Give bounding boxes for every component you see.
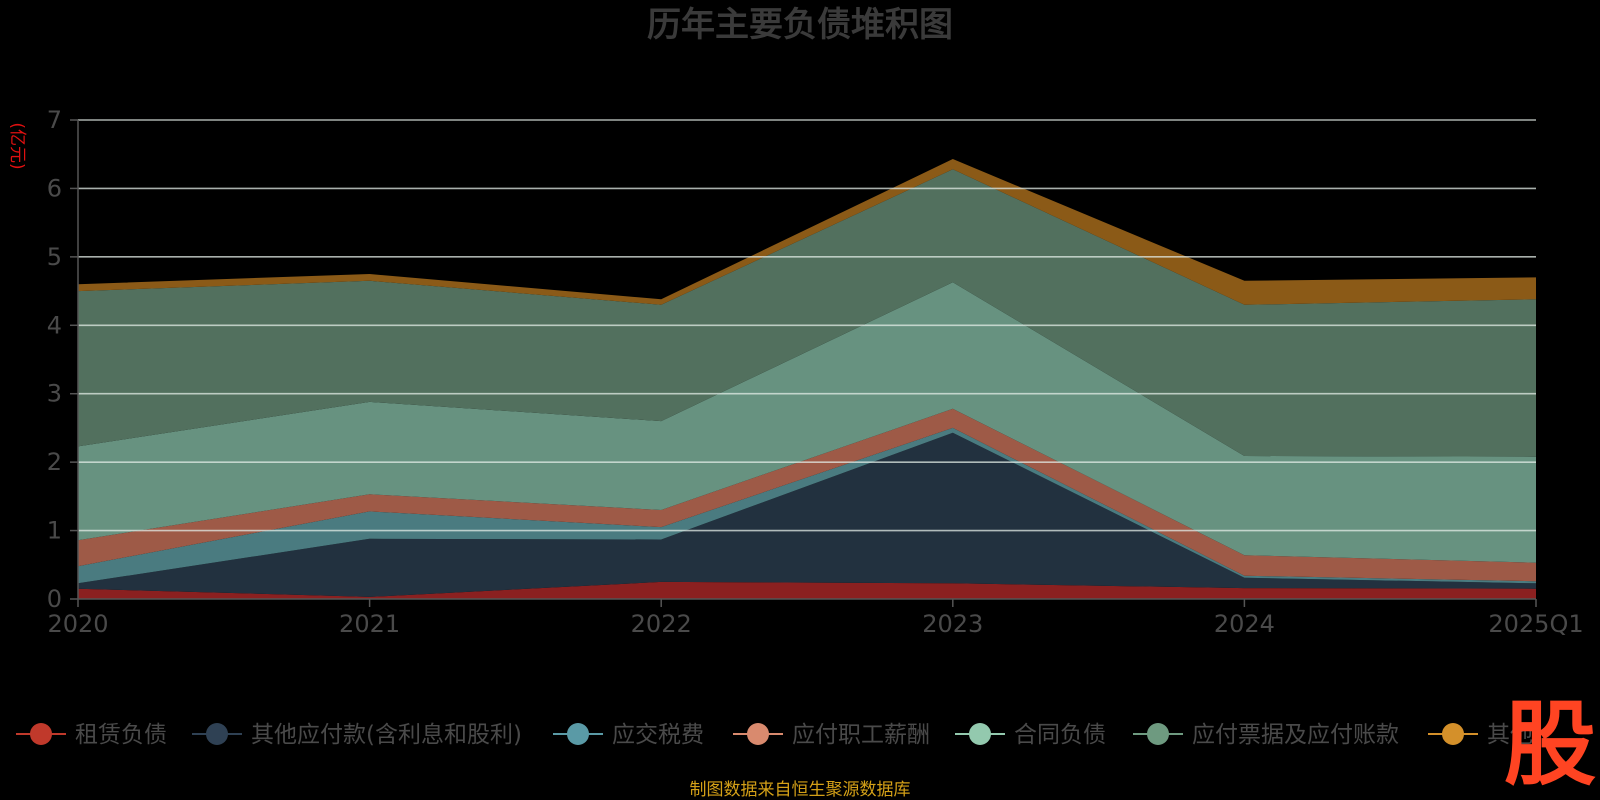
y-axis-unit: (亿元): [7, 122, 27, 169]
area-series-4: [78, 282, 1536, 563]
x-tick-label-5: 2025Q1: [1488, 610, 1583, 638]
y-tick-label-0: 0: [47, 585, 62, 613]
legend-item-6[interactable]: 其他: [1428, 722, 1533, 748]
x-tick-label-4: 2024: [1214, 610, 1275, 638]
legend-label-5: 应付票据及应付账款: [1192, 722, 1399, 748]
legend-marker-5: [1147, 723, 1169, 745]
area-layers: [78, 159, 1536, 599]
legend-label-4: 合同负债: [1014, 722, 1106, 748]
x-tick-label-2: 2022: [631, 610, 692, 638]
y-tick-label-5: 5: [47, 243, 62, 271]
area-series-0: [78, 581, 1536, 599]
legend-label-2: 应交税费: [612, 722, 704, 748]
legend-label-3: 应付职工薪酬: [792, 722, 930, 748]
legend: 租赁负债 其他应付款(含利息和股利) 应交税费 应付职工薪酬 合同负债 应付票据及应付账款…: [16, 722, 1533, 748]
legend-label-0: 租赁负债: [75, 722, 167, 748]
legend-marker-1: [206, 723, 228, 745]
legend-marker-6: [1442, 723, 1464, 745]
area-series-6: [78, 159, 1536, 305]
x-tick-label-0: 2020: [47, 610, 108, 638]
chart-title: 历年主要负债堆积图: [647, 5, 953, 45]
logo-glyph: 股: [1504, 691, 1596, 798]
y-tick-label-1: 1: [47, 517, 62, 545]
area-series-1: [78, 432, 1536, 597]
x-tick-label-1: 2021: [339, 610, 400, 638]
x-tick-labels: 2020 2021 2022 2023 2024 2025Q1: [47, 610, 1583, 638]
x-tick-label-3: 2023: [922, 610, 983, 638]
y-tick-label-7: 7: [47, 106, 62, 134]
axes: [70, 119, 1537, 607]
area-series-3: [78, 408, 1536, 582]
legend-marker-4: [969, 723, 991, 745]
legend-item-1[interactable]: 其他应付款(含利息和股利): [192, 722, 522, 748]
legend-item-3[interactable]: 应付职工薪酬: [733, 722, 930, 748]
y-tick-labels: 0 1 2 3 4 5 6 7: [47, 106, 62, 613]
legend-item-5[interactable]: 应付票据及应付账款: [1133, 722, 1399, 748]
y-tick-label-6: 6: [47, 174, 62, 202]
legend-label-6: 其他: [1487, 722, 1533, 748]
legend-item-0[interactable]: 租赁负债: [16, 722, 167, 748]
legend-marker-0: [30, 723, 52, 745]
y-tick-label-2: 2: [47, 448, 62, 476]
legend-marker-2: [567, 723, 589, 745]
source-note: 制图数据来自恒生聚源数据库: [690, 780, 911, 800]
legend-item-4[interactable]: 合同负债: [955, 722, 1106, 748]
y-tick-label-4: 4: [47, 311, 62, 339]
y-tick-label-3: 3: [47, 380, 62, 408]
area-series-5: [78, 169, 1536, 457]
legend-label-1: 其他应付款(含利息和股利): [251, 722, 522, 748]
legend-item-2[interactable]: 应交税费: [553, 722, 704, 748]
grid-lines: [78, 119, 1536, 532]
legend-marker-3: [747, 723, 769, 745]
